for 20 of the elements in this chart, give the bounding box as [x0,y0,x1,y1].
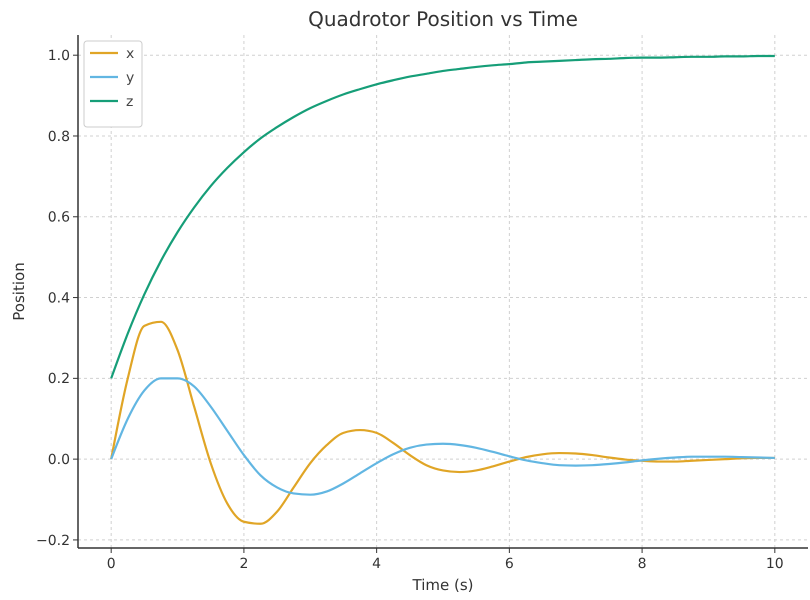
chart-title: Quadrotor Position vs Time [308,7,578,31]
x-axis-title: Time (s) [412,576,474,594]
x-tick-label: 10 [766,556,784,572]
legend-label: x [126,46,134,62]
legend-label: z [126,94,134,110]
legend-label: y [126,70,134,86]
y-tick-label: 0.0 [48,452,70,468]
x-tick-label: 4 [372,556,382,572]
y-tick-label: 0.6 [48,210,70,226]
y-tick-label: −0.2 [36,532,70,549]
y-tick-label: 1.0 [48,48,70,64]
x-tick-label: 8 [638,556,647,572]
x-tick-label: 6 [504,556,514,572]
y-tick-label: 0.2 [48,371,70,388]
line-series [110,377,776,496]
x-tick-label: 2 [239,556,248,572]
x-tick-label: 0 [106,556,116,572]
y-tick-label: 0.8 [48,128,70,145]
y-tick-label: 0.4 [48,290,70,306]
y-axis-title: Position [10,262,28,321]
